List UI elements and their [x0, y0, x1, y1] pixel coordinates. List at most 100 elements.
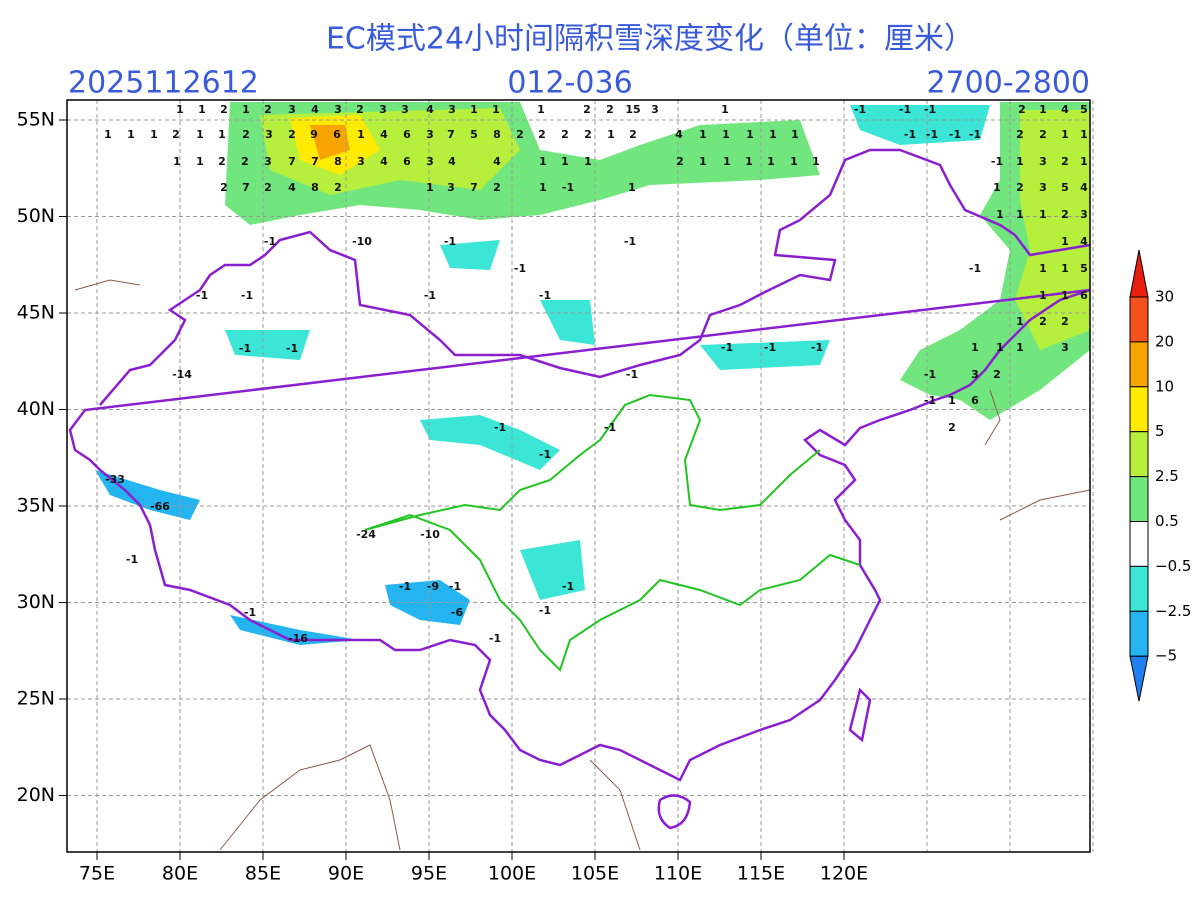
colorbar-label: −2.5 [1155, 602, 1191, 620]
colorbar-box [1129, 341, 1149, 388]
snow-value-label: 1 [426, 181, 434, 194]
snow-value-label: 1 [769, 128, 777, 141]
snow-value-label: 2 [172, 128, 180, 141]
snow-value-label: 1 [584, 155, 592, 168]
lat-label: 45N [17, 302, 55, 324]
snow-value-label: 1 [539, 155, 547, 168]
snow-value-label: 1 [607, 128, 615, 141]
snow-value-label: 1 [242, 103, 250, 116]
snow-value-label: -1 [514, 262, 526, 275]
snow-value-label: 1 [1039, 103, 1047, 116]
snow-value-label: -1 [539, 289, 551, 302]
snow-value-label: 1 [492, 103, 500, 116]
snow-loss [420, 415, 560, 470]
snow-value-label: 1 [537, 103, 545, 116]
snow-value-label: 2 [583, 103, 591, 116]
snow-value-label: -1 [562, 181, 574, 194]
snow-value-label: 2 [948, 421, 956, 434]
snow-value-label: 3 [1061, 341, 1069, 354]
snow-value-label: 3 [357, 155, 365, 168]
snow-value-label: 4 [380, 128, 388, 141]
snow-value-label: -1 [424, 289, 436, 302]
yellow-river [364, 393, 821, 531]
snow-value-label: -1 [539, 604, 551, 617]
snow-value-label: 1 [218, 128, 226, 141]
snow-value-label: 3 [264, 155, 272, 168]
snow-value-label: -1 [764, 341, 776, 354]
lat-label: 30N [17, 591, 55, 613]
snow-value-label: 3 [426, 155, 434, 168]
snow-value-label: 4 [1061, 103, 1069, 116]
graticule [67, 100, 1094, 852]
snow-gain [310, 125, 350, 160]
snow-value-label: 1 [176, 103, 184, 116]
snow-loss [700, 340, 830, 370]
snow-value-label: -1 [399, 580, 411, 593]
snow-value-label: 2 [1061, 155, 1069, 168]
colorbar-label: 10 [1155, 377, 1174, 395]
snow-value-label: -1 [924, 103, 936, 116]
snow-value-label: 1 [723, 155, 731, 168]
snow-value-label: 1 [790, 155, 798, 168]
snow-loss [850, 105, 990, 145]
lat-label: 55N [17, 109, 55, 131]
snow-value-label: -1 [926, 128, 938, 141]
snow-value-label: 1 [561, 155, 569, 168]
snow-value-label: 1 [699, 128, 707, 141]
snow-value-label: 2 [242, 128, 250, 141]
snow-value-label: 1 [745, 155, 753, 168]
colorbar-box [1129, 565, 1149, 612]
snow-value-label: 2 [288, 128, 296, 141]
snow-value-label: 2 [218, 155, 226, 168]
colorbar-label: 20 [1155, 332, 1174, 350]
snow-value-label: 1 [173, 155, 181, 168]
snow-value-label: 2 [264, 181, 272, 194]
lon-label: 90E [328, 863, 364, 885]
snow-value-label: -1 [449, 580, 461, 593]
snow-value-label: -1 [562, 580, 574, 593]
snow-value-label: 2 [629, 128, 637, 141]
snow-value-label: 1 [1039, 262, 1047, 275]
snow-value-label: -1 [949, 128, 961, 141]
snow-value-label: 4 [380, 155, 388, 168]
snow-value-label: 2 [241, 155, 249, 168]
snow-value-label: 5 [1061, 181, 1069, 194]
snow-value-label: 1 [150, 128, 158, 141]
lon-label: 100E [488, 863, 536, 885]
snow-value-label: 6 [1080, 289, 1088, 302]
snow-value-label: 2 [516, 128, 524, 141]
snow-value-label: -33 [105, 473, 125, 486]
snow-value-label: 2 [561, 128, 569, 141]
snow-value-label: 7 [311, 155, 319, 168]
snow-value-label: -9 [427, 580, 439, 593]
snow-value-label: 2 [1061, 208, 1069, 221]
snow-value-label: -1 [899, 103, 911, 116]
lat-label: 40N [17, 398, 55, 420]
lon-label: 120E [820, 863, 868, 885]
init-time: 2025112612 [68, 66, 259, 101]
snow-value-label: 8 [493, 128, 501, 141]
snow-value-label: 4 [426, 103, 434, 116]
lon-label: 110E [654, 863, 702, 885]
colorbar-label: −5 [1155, 647, 1177, 665]
snow-value-label: -1 [924, 394, 936, 407]
snow-value-label: 3 [401, 103, 409, 116]
snow-loss [540, 300, 595, 345]
snow-value-label: -1 [604, 421, 616, 434]
colorbar-label: 5 [1155, 422, 1165, 440]
snow-value-label: 1 [198, 103, 206, 116]
lon-label: 75E [79, 863, 115, 885]
snow-value-label: 9 [310, 128, 318, 141]
snow-value-label: -1 [626, 368, 638, 381]
snow-value-label: -1 [489, 632, 501, 645]
snow-value-label: 1 [746, 128, 754, 141]
foreign-borders [74, 279, 1091, 851]
snow-value-label: 3 [1039, 155, 1047, 168]
snow-gain [1015, 110, 1090, 350]
snow-value-label: 6 [403, 155, 411, 168]
title: EC模式24小时间隔积雪深度变化（单位：厘米） [326, 22, 974, 57]
snow-value-label: 1 [971, 341, 979, 354]
snow-value-label: 2 [538, 128, 546, 141]
snow-value-label: 4 [288, 181, 296, 194]
snow-value-label: 1 [993, 181, 1001, 194]
